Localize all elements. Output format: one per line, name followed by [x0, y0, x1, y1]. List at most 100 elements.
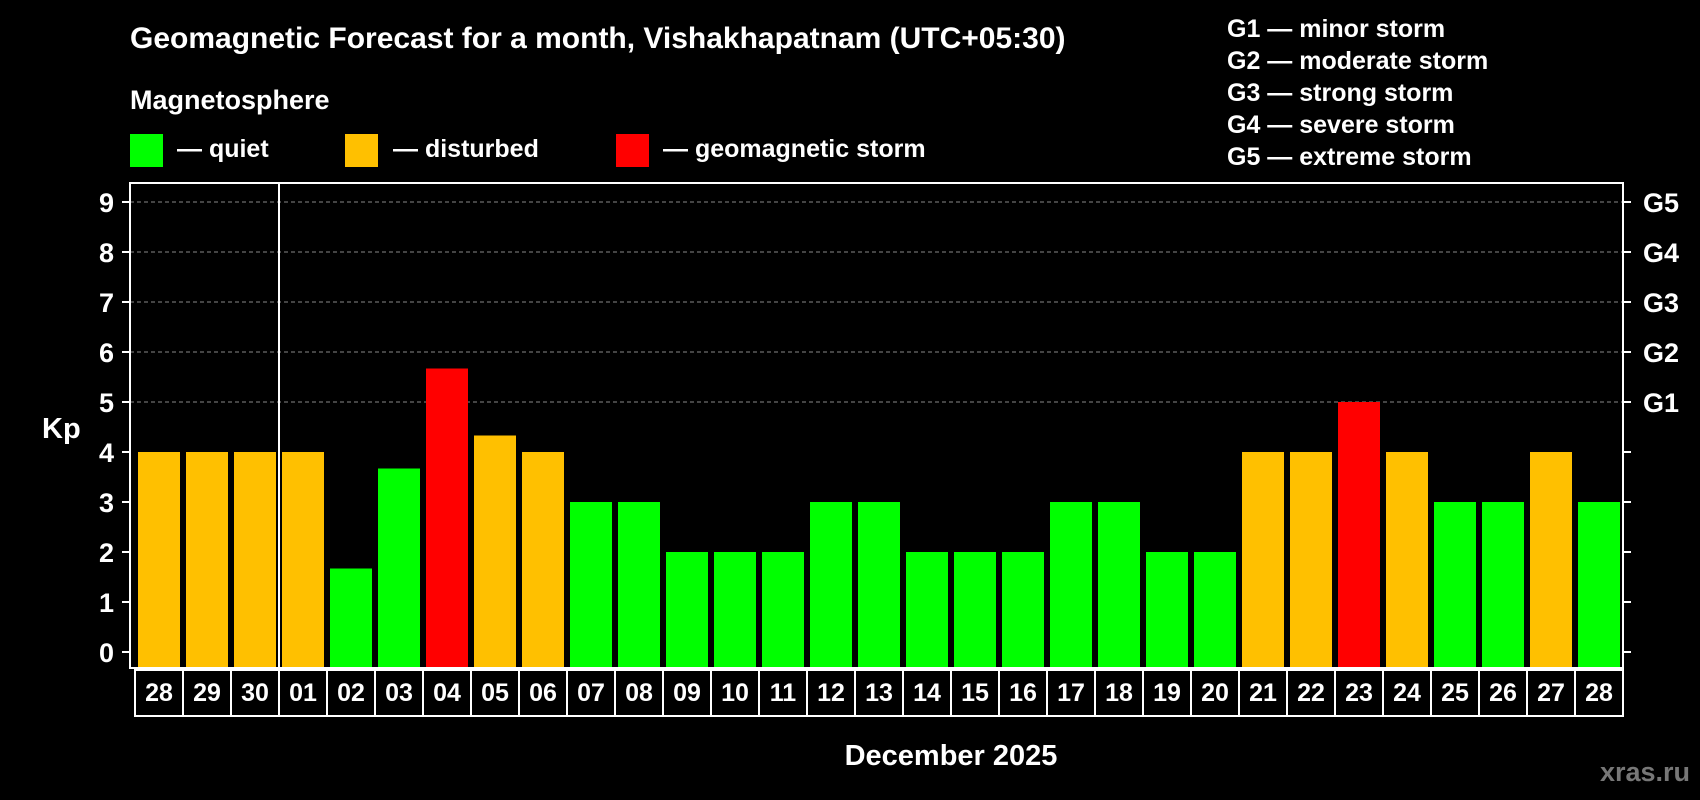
y-tick-label: 8 — [99, 238, 114, 268]
storm-level-tick-label: G1 — [1643, 388, 1679, 418]
legend-label-disturbed: — disturbed — [393, 135, 539, 163]
bars — [138, 183, 1620, 668]
day-label: 27 — [1537, 679, 1565, 707]
bar-disturbed — [1290, 452, 1332, 668]
bar-quiet — [714, 552, 756, 668]
bar-quiet — [1098, 502, 1140, 668]
y-tick-label: 9 — [99, 188, 114, 218]
day-label: 10 — [721, 679, 749, 707]
day-label: 08 — [625, 679, 653, 707]
storm-scale-legend: G1 — minor storm G2 — moderate storm G3 … — [1227, 15, 1488, 171]
storm-level-tick-label: G4 — [1643, 238, 1679, 268]
day-label: 26 — [1489, 679, 1517, 707]
storm-scale-g3: G3 — strong storm — [1227, 79, 1453, 107]
day-labels: 28 29 30 01 02 03 04 05 06 07 08 09 10 11 12 13 14 15 16 17… — [134, 669, 1624, 717]
grid-lines — [130, 201, 1623, 403]
storm-level-tick-label: G2 — [1643, 338, 1679, 368]
day-label: 18 — [1105, 679, 1133, 707]
bar-quiet — [666, 552, 708, 668]
legend-swatch-storm — [616, 134, 649, 167]
y-tick-label: 1 — [99, 588, 114, 618]
bar-quiet — [1434, 502, 1476, 668]
bar-quiet — [762, 552, 804, 668]
bar-disturbed — [138, 452, 180, 668]
bar-quiet — [618, 502, 660, 668]
y-axis-label: Kp — [42, 413, 81, 445]
bar-storm — [1338, 402, 1380, 668]
day-label: 24 — [1393, 679, 1421, 707]
y-tick-label: 3 — [99, 488, 114, 518]
chart-title: Geomagnetic Forecast for a month, Vishak… — [130, 22, 1066, 55]
storm-scale-g4: G4 — severe storm — [1227, 111, 1455, 139]
day-label: 15 — [961, 679, 989, 707]
day-label: 07 — [577, 679, 605, 707]
day-label: 28 — [1585, 679, 1613, 707]
legend-label-storm: — geomagnetic storm — [663, 135, 926, 163]
y-tick-label: 0 — [99, 638, 114, 668]
bar-quiet — [1578, 502, 1620, 668]
day-label: 28 — [145, 679, 173, 707]
day-label: 16 — [1009, 679, 1037, 707]
legend-swatch-disturbed — [345, 134, 378, 167]
day-label-frame — [134, 669, 1624, 717]
bar-disturbed — [474, 435, 516, 668]
day-label: 09 — [673, 679, 701, 707]
bar-disturbed — [1242, 452, 1284, 668]
day-label: 14 — [913, 679, 941, 707]
y-tick-label: 6 — [99, 338, 114, 368]
y-tick-label: 5 — [99, 388, 114, 418]
bar-quiet — [1050, 502, 1092, 668]
y-tick-label: 2 — [99, 538, 114, 568]
bar-quiet — [810, 502, 852, 668]
legend-swatch-quiet — [130, 134, 163, 167]
storm-level-tick-label: G3 — [1643, 288, 1679, 318]
bar-quiet — [954, 552, 996, 668]
day-label: 19 — [1153, 679, 1181, 707]
day-label: 04 — [433, 679, 461, 707]
day-label: 11 — [770, 679, 797, 707]
day-label: 05 — [481, 679, 509, 707]
legend: — quiet — disturbed — geomagnetic storm — [130, 134, 926, 167]
bar-quiet — [1002, 552, 1044, 668]
bar-disturbed — [522, 452, 564, 668]
day-label: 20 — [1201, 679, 1229, 707]
bar-disturbed — [234, 452, 276, 668]
bar-quiet — [378, 468, 420, 668]
watermark: xras.ru — [1600, 757, 1690, 787]
day-label: 25 — [1441, 679, 1469, 707]
x-axis-label: December 2025 — [845, 740, 1058, 772]
day-label: 12 — [817, 679, 845, 707]
bar-quiet — [1146, 552, 1188, 668]
bar-quiet — [570, 502, 612, 668]
legend-label-quiet: — quiet — [177, 135, 269, 163]
day-label: 17 — [1057, 679, 1085, 707]
storm-scale-g2: G2 — moderate storm — [1227, 47, 1488, 75]
day-label: 03 — [385, 679, 413, 707]
day-label: 30 — [241, 679, 269, 707]
bar-disturbed — [1386, 452, 1428, 668]
storm-scale-g5: G5 — extreme storm — [1227, 143, 1472, 171]
bar-quiet — [906, 552, 948, 668]
y-tick-label: 7 — [99, 288, 114, 318]
y-tick-label: 4 — [99, 438, 114, 468]
day-label: 13 — [865, 679, 893, 707]
day-label: 21 — [1249, 679, 1277, 707]
bar-disturbed — [1530, 452, 1572, 668]
day-label: 02 — [337, 679, 365, 707]
bar-quiet — [858, 502, 900, 668]
day-label: 23 — [1345, 679, 1373, 707]
day-label: 01 — [289, 679, 317, 707]
bar-quiet — [1482, 502, 1524, 668]
plot-frame — [129, 182, 1624, 669]
axis-ticks: 0 1 2 3 4 5 6 7 8 9 G1 G2 G3 G4 G5 — [99, 188, 1679, 668]
storm-scale-g1: G1 — minor storm — [1227, 15, 1445, 43]
bar-disturbed — [186, 452, 228, 668]
bar-quiet — [330, 568, 372, 668]
bar-disturbed — [282, 452, 324, 668]
storm-level-tick-label: G5 — [1643, 188, 1679, 218]
bar-quiet — [1194, 552, 1236, 668]
day-label: 06 — [529, 679, 557, 707]
bar-storm — [426, 368, 468, 668]
day-label: 22 — [1297, 679, 1325, 707]
